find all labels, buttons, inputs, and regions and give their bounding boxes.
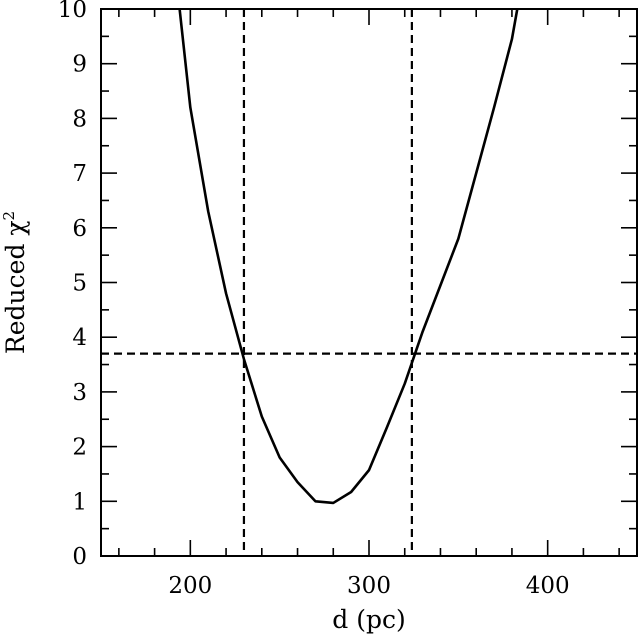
y-tick-label: 4 [72, 325, 87, 351]
y-tick-label: 5 [72, 271, 87, 297]
y-tick-label: 1 [72, 489, 87, 515]
y-tick-label: 3 [72, 380, 87, 406]
x-tick-label: 200 [168, 573, 212, 599]
x-tick-label: 400 [526, 573, 570, 599]
y-tick-label: 0 [72, 544, 87, 570]
y-tick-label: 9 [72, 52, 87, 78]
y-tick-label: 6 [72, 216, 87, 242]
reference-lines [101, 9, 637, 556]
y-axis-label: Reduced χ2 [0, 211, 30, 354]
y-tick-label: 7 [72, 161, 87, 187]
y-tick-label: 8 [72, 106, 87, 132]
chi-squared-curve [178, 8, 519, 505]
y-tick-label: 10 [58, 0, 87, 23]
tick-labels: 200 300 400 0 1 2 3 4 5 6 7 8 9 10 [58, 0, 570, 599]
tick-marks [101, 8, 637, 557]
plot-frame [100, 8, 638, 557]
x-axis-label: d (pc) [332, 605, 405, 634]
x-tick-label: 300 [347, 573, 391, 599]
y-axis-label-main: Reduced χ [1, 220, 30, 354]
y-axis-label-superscript: 2 [0, 211, 18, 221]
y-tick-label: 2 [72, 435, 87, 461]
